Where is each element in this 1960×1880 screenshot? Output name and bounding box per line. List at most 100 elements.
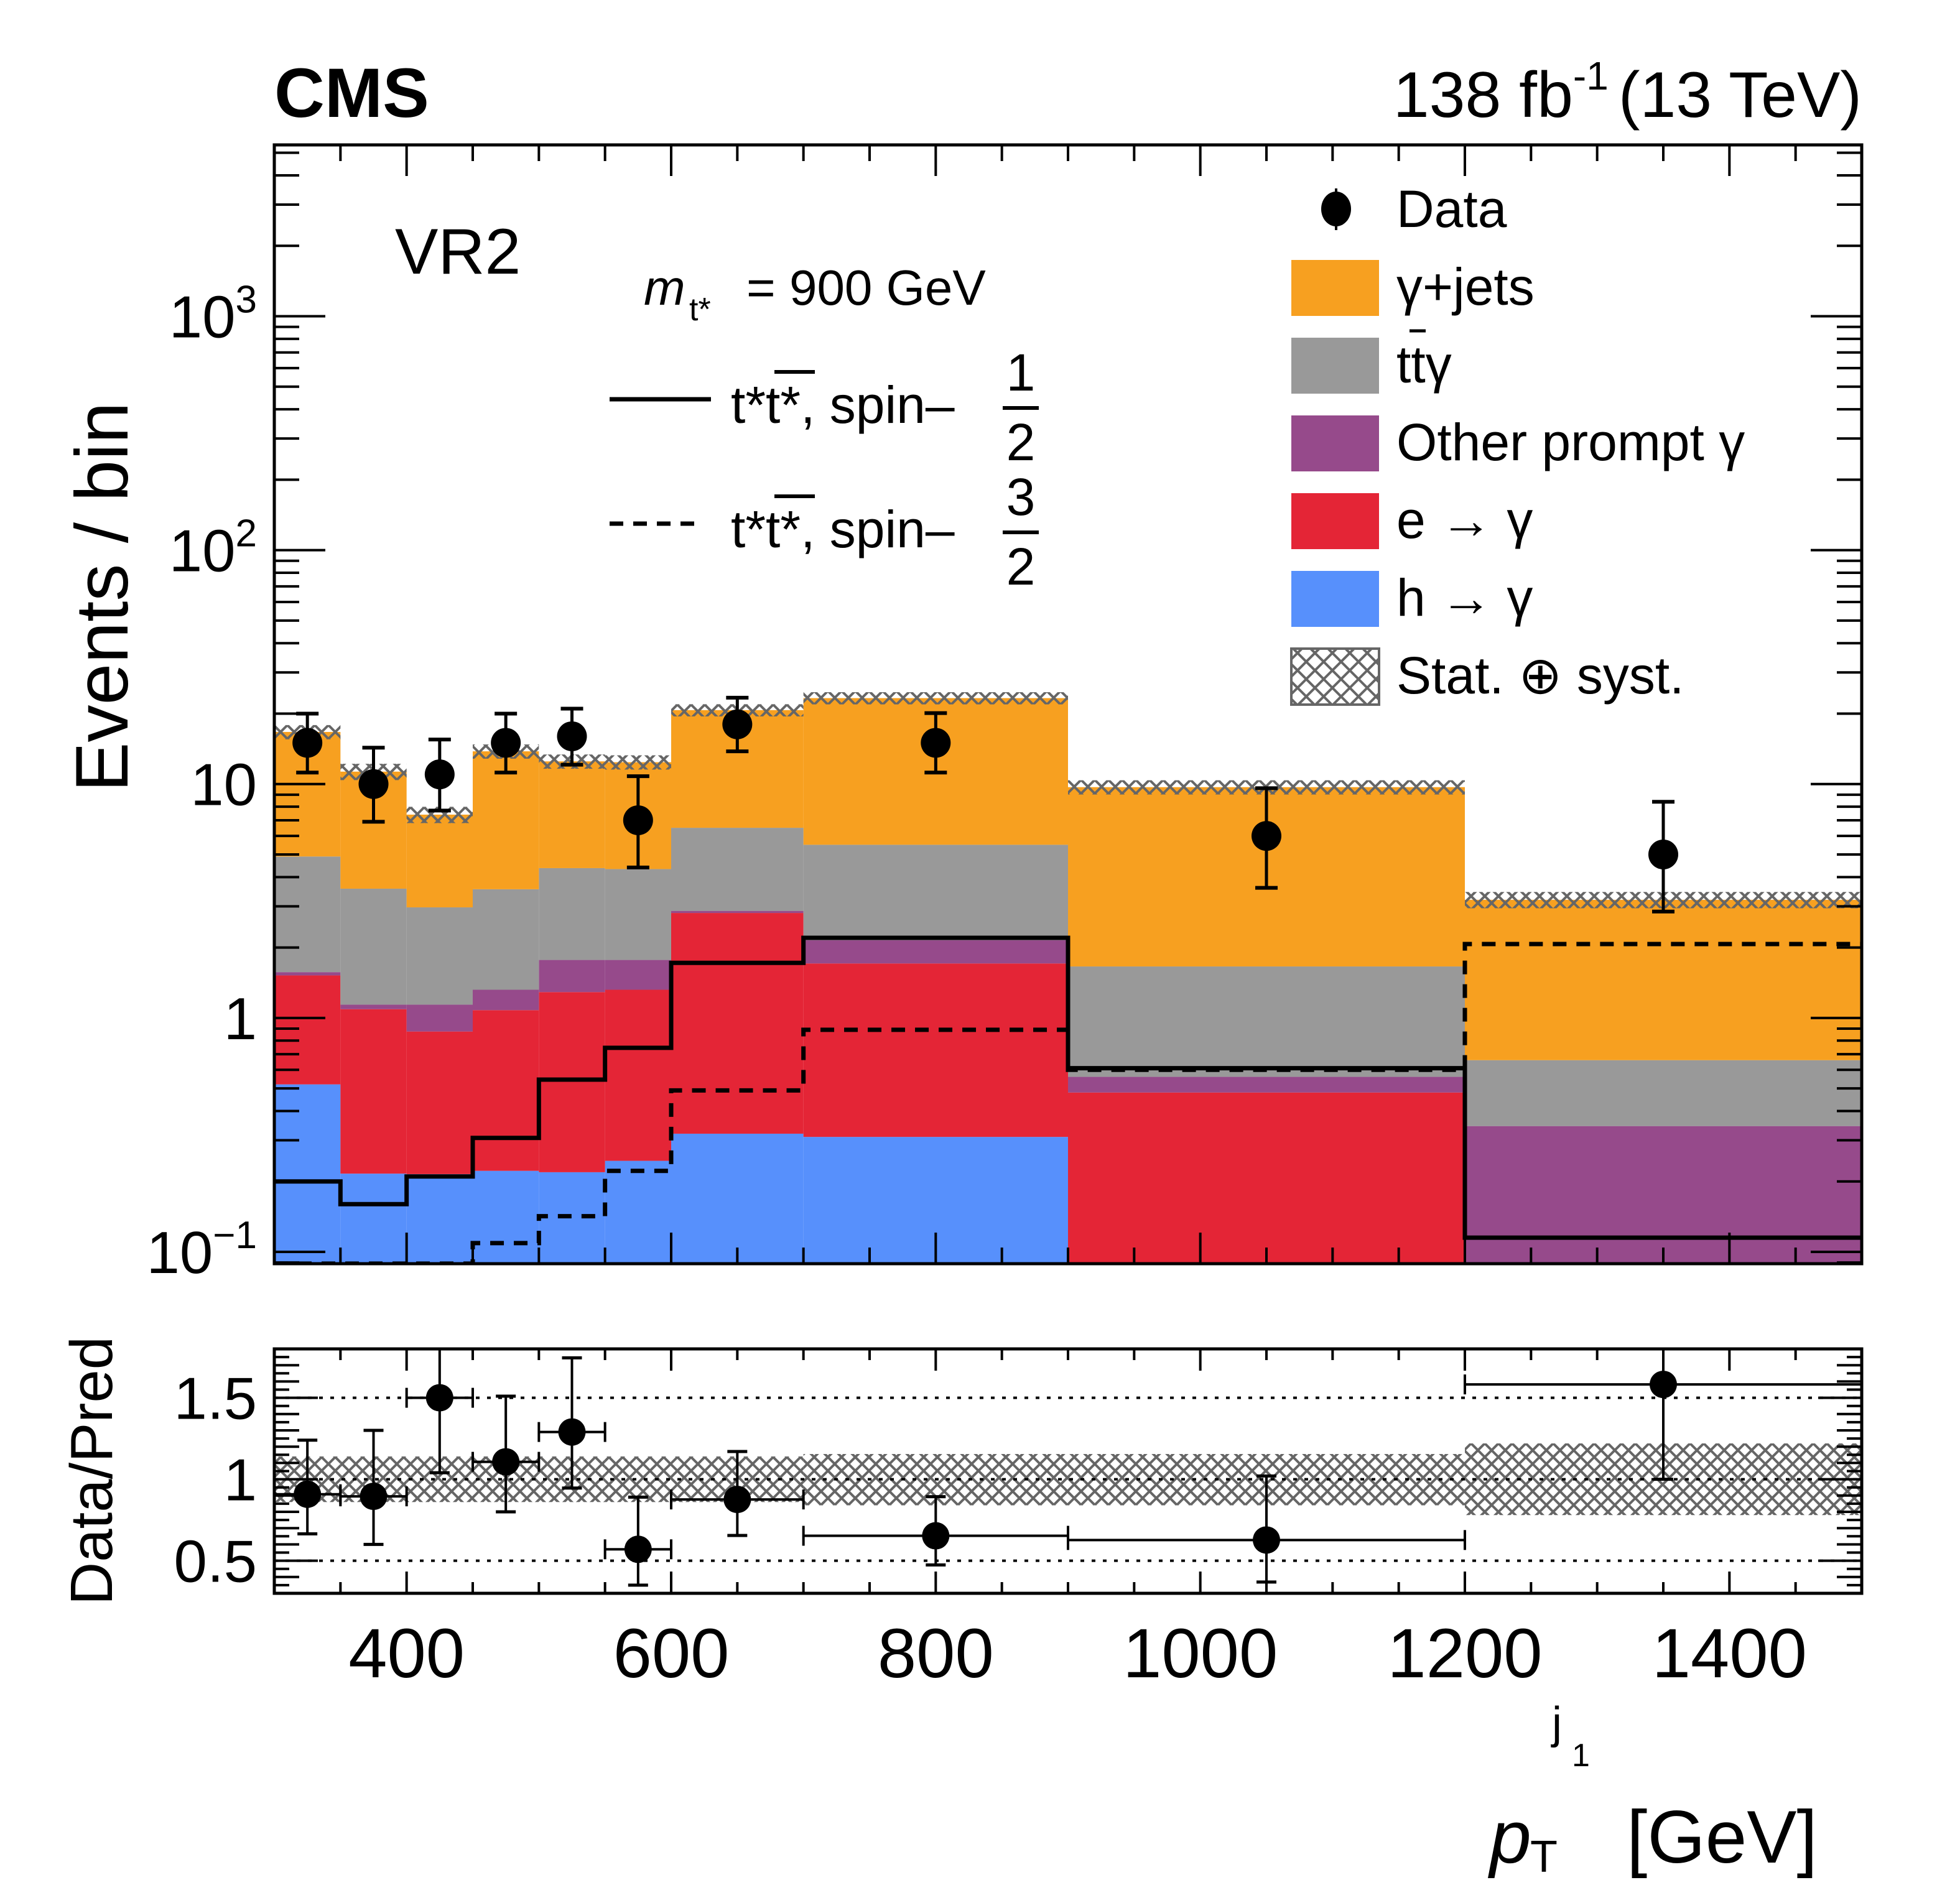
other-prompt-gamma-swatch [1291, 415, 1379, 471]
data-marker [722, 709, 753, 739]
data-point [557, 706, 587, 767]
x-tick-label: 400 [348, 1614, 465, 1692]
legend-entry-e-to-gamma: e → γ [1291, 491, 1533, 549]
bar-gamma_jets [539, 761, 605, 868]
bar-ttgamma [539, 868, 605, 960]
main-y-axis-label: Events / bin [60, 402, 144, 792]
data-point [1252, 786, 1281, 890]
main-axes: 10−1 1 10 102 103 [147, 143, 1864, 1286]
ratio-y-axis-label: Data/Pred [58, 1336, 125, 1605]
bar-e_to_gamma [605, 989, 671, 1161]
bar-ttgamma [406, 907, 473, 1005]
bar-other_prompt_gamma [274, 972, 341, 976]
bar-h_to_gamma [340, 1174, 407, 1264]
legend-label-ttgamma: ttγ [1396, 335, 1452, 394]
legend-entry-gamma-jets: γ+jets [1291, 257, 1535, 316]
ratio-marker [294, 1480, 322, 1508]
x-axis-label-sub: T [1530, 1832, 1558, 1880]
bar-e_to_gamma [803, 963, 1068, 1137]
signal2-label: t*t*, spin– [731, 500, 955, 558]
ratio-point [603, 1495, 672, 1587]
data-marker [557, 721, 587, 751]
x-axis-label-sup: j [1551, 1698, 1562, 1748]
x-axis-label: p j 1 T [GeV] [1488, 1698, 1818, 1880]
x-tick-label: 800 [878, 1614, 994, 1692]
bar-ttgamma [605, 869, 671, 960]
fraction-numerator: 3 [1006, 468, 1036, 526]
data-point [491, 711, 521, 775]
ratio-point [1464, 1349, 1863, 1481]
x-axis-label-var: p [1488, 1795, 1531, 1879]
bar-other_prompt_gamma [671, 910, 804, 914]
bar-other_prompt_gamma [605, 960, 671, 990]
mass-var: m [644, 260, 685, 315]
x-tick-label: 1200 [1387, 1614, 1542, 1692]
y-tick-label: 1 [224, 986, 257, 1052]
h-to-gamma-swatch [1291, 571, 1379, 627]
bar-ttgamma [274, 856, 341, 973]
legend-label-h-to-gamma: h → γ [1396, 568, 1533, 627]
bar-e_to_gamma [539, 992, 605, 1172]
ratio-point [405, 1349, 474, 1475]
legend-label-uncertainty: Stat. ⊕ syst. [1396, 646, 1684, 705]
legend-entry-uncertainty: Stat. ⊕ syst. [1290, 646, 1684, 706]
ratio-y-tick-label: 0.5 [174, 1529, 257, 1595]
y-tick-label: 10−1 [147, 1214, 257, 1286]
bar-e_to_gamma [671, 913, 804, 1134]
bar-other_prompt_gamma [1068, 1077, 1465, 1093]
ratio-point [537, 1356, 606, 1490]
ratio-marker [1650, 1371, 1677, 1399]
bar-ttgamma [473, 889, 539, 990]
data-point [921, 711, 951, 775]
legend-entry-signal-spin-three-halves: t*t*, spin– 3 2 [610, 468, 1039, 596]
data-marker [491, 728, 521, 758]
ratio-marker [425, 1384, 453, 1412]
legend-label-gamma-jets: γ+jets [1396, 257, 1535, 316]
bar-ttgamma [671, 828, 804, 911]
signal-histograms [274, 935, 1862, 1264]
experiment-label: CMS [274, 54, 429, 132]
legend-entry-h-to-gamma: h → γ [1291, 568, 1533, 627]
background-legend: Data γ+jets ttγ Other prompt γ e → γ h →… [1290, 180, 1745, 706]
ratio-marker [1253, 1526, 1280, 1554]
luminosity-label: 138 fb-1 (13 TeV) [1393, 53, 1862, 131]
data-marker [623, 805, 653, 835]
bar-e_to_gamma [1068, 1092, 1465, 1264]
bar-h_to_gamma [539, 1172, 605, 1264]
data-marker [1648, 839, 1678, 869]
x-tick-label: 1000 [1123, 1614, 1278, 1692]
ratio-marker [492, 1448, 520, 1476]
data-marker [921, 728, 951, 758]
ratio-data-points [273, 1349, 1863, 1587]
bar-other_prompt_gamma [539, 960, 605, 993]
bar-other_prompt_gamma [473, 989, 539, 1011]
data-marker [1252, 821, 1281, 851]
bar-h_to_gamma [473, 1170, 539, 1264]
bar-other_prompt_gamma [1465, 1126, 1862, 1264]
ratio-marker [624, 1535, 652, 1563]
bar-gamma_jets [1465, 899, 1862, 1060]
data-point [358, 746, 389, 824]
data-point [722, 695, 753, 754]
fraction-denominator: 2 [1006, 413, 1036, 471]
region-label: VR2 [395, 216, 521, 288]
e-to-gamma-swatch [1291, 493, 1379, 549]
bar-ttgamma [803, 845, 1068, 940]
legend-label-e-to-gamma: e → γ [1396, 491, 1533, 549]
data-points [292, 695, 1678, 914]
ratio-uncertainty-hatch [605, 1456, 671, 1503]
mass-value: = 900 GeV [746, 260, 986, 315]
legend-label-data: Data [1396, 180, 1507, 238]
data-point [424, 738, 455, 813]
bar-h_to_gamma [605, 1160, 671, 1264]
data-marker [292, 728, 323, 758]
bar-e_to_gamma [274, 975, 341, 1085]
bar-ttgamma [340, 888, 407, 1005]
uncertainty-hatch [605, 755, 671, 770]
ttgamma-swatch [1291, 338, 1379, 394]
ratio-reference-lines [274, 1396, 1862, 1562]
bar-other_prompt_gamma [340, 1004, 407, 1009]
ratio-marker [922, 1522, 950, 1550]
legend-entry-data: Data [1321, 180, 1507, 238]
